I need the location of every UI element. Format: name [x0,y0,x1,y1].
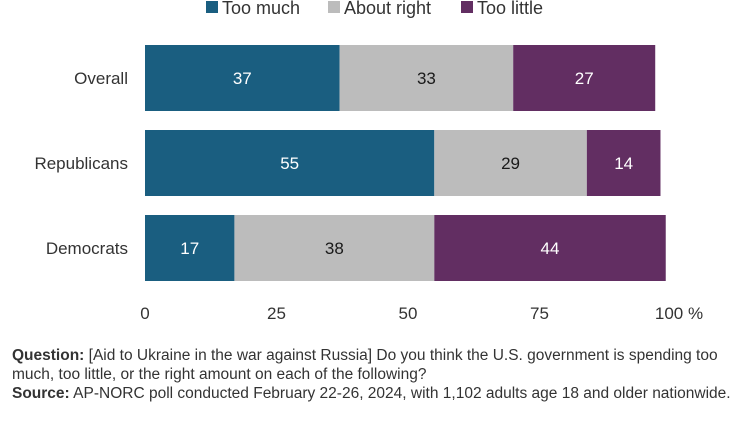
bar-democrats-too-little [434,215,666,281]
stacked-bar-chart: Too much About right Too little Overall 37 3… [34,0,703,323]
legend-swatch-too-much [206,1,218,13]
category-label-overall: Overall [74,69,128,88]
source-label: Source: [12,385,70,402]
question-text: [Aid to Ukraine in the war against Russi… [12,347,718,383]
x-tick-50: 50 [399,304,418,323]
data-label-republicans-too-much: 55 [280,154,299,173]
bar-republicans-too-little [586,130,661,196]
bar-democrats-too-much [145,215,235,281]
question-note: Question: [Aid to Ukraine in the war aga… [12,346,737,384]
data-label-republicans-about-right: 29 [501,154,520,173]
bar-republicans-about-right [434,130,587,196]
legend-swatch-too-little [461,1,473,13]
data-label-overall-too-little: 27 [575,69,594,88]
legend-swatch-about-right [328,1,340,13]
data-label-democrats-about-right: 38 [325,239,344,258]
x-tick-25: 25 [267,304,286,323]
bar-democrats-about-right [234,215,435,281]
legend-label-too-little: Too little [477,0,543,18]
category-label-democrats: Democrats [46,239,128,258]
x-tick-100: 100 % [655,304,703,323]
category-label-republicans: Republicans [34,154,128,173]
bars: Overall 37 33 27 Republicans 55 29 14 Democrats 1… [34,45,666,281]
source-text: AP-NORC poll conducted February 22-26, 2… [73,385,731,402]
legend-label-about-right: About right [344,0,431,18]
source-note: Source: AP-NORC poll conducted February … [12,384,737,403]
legend: Too much About right Too little [206,0,543,18]
bar-overall-too-little [513,45,656,111]
data-label-democrats-too-little: 44 [541,239,560,258]
data-label-overall-about-right: 33 [417,69,436,88]
x-tick-75: 75 [530,304,549,323]
data-label-democrats-too-much: 17 [180,239,199,258]
bar-overall-about-right [339,45,514,111]
data-label-overall-too-much: 37 [233,69,252,88]
chart-notes: Question: [Aid to Ukraine in the war aga… [12,346,737,403]
bar-republicans-too-much [145,130,435,196]
data-label-republicans-too-little: 14 [614,154,633,173]
legend-label-too-much: Too much [222,0,300,18]
x-axis: 0 25 50 75 100 % [140,304,703,323]
x-tick-0: 0 [140,304,149,323]
bar-overall-too-much [145,45,340,111]
question-label: Question: [12,347,85,364]
